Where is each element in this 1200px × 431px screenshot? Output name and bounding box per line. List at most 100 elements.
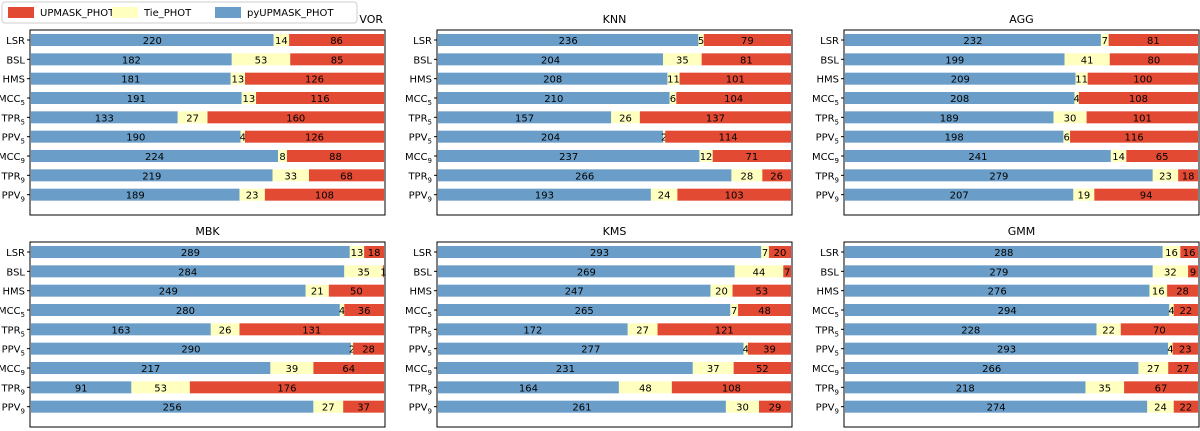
- data-label: 26: [770, 171, 783, 182]
- bar-segment-upmask-phot: [733, 362, 791, 374]
- data-label: 27: [322, 403, 335, 414]
- y-tick-label: PPV5: [409, 133, 432, 146]
- data-label: 231: [556, 364, 575, 375]
- y-tick-label: TPR5: [0, 113, 25, 126]
- bar-segment-pyupmask-phot: [31, 400, 314, 413]
- data-label: 190: [126, 133, 145, 144]
- y-tick-label: TPR9: [0, 171, 25, 184]
- y-tick-label: MCC9: [405, 364, 432, 377]
- data-label: 2: [349, 345, 355, 356]
- bar-segment-tie-phot: [1168, 342, 1173, 355]
- data-label: 133: [95, 113, 114, 124]
- data-label: 108: [1129, 94, 1148, 105]
- data-label: 81: [740, 55, 753, 66]
- data-label: 35: [357, 267, 370, 278]
- bar-segment-upmask-phot: [676, 92, 791, 104]
- data-label: 104: [724, 94, 743, 105]
- data-label: 131: [302, 325, 321, 336]
- legend-label: Tie_PHOT: [143, 8, 192, 19]
- bar-segment-tie-phot: [177, 111, 208, 124]
- data-label: 32: [1164, 267, 1177, 278]
- y-tick-label: LSR: [6, 36, 25, 47]
- bar-segment-tie-phot: [1063, 130, 1071, 143]
- data-label: 53: [255, 55, 268, 66]
- y-tick-label: TPR5: [407, 113, 432, 126]
- data-label: 284: [178, 267, 197, 278]
- data-label: 65: [1156, 152, 1169, 163]
- bar-segment-upmask-phot: [1168, 362, 1198, 374]
- bar-segment-tie-phot: [230, 72, 246, 85]
- bar-segment-pyupmask-phot: [438, 34, 699, 46]
- data-label: 208: [543, 75, 562, 86]
- data-label: 204: [541, 133, 560, 144]
- data-label: 176: [277, 383, 296, 394]
- data-label: 2: [661, 133, 667, 144]
- bar-segment-upmask-phot: [768, 246, 791, 258]
- data-label: 164: [519, 383, 538, 394]
- data-label: 293: [997, 345, 1016, 356]
- bar-segment-tie-phot: [305, 284, 329, 297]
- data-label: 5: [698, 36, 704, 47]
- data-label: 22: [1102, 325, 1115, 336]
- data-label: 228: [961, 325, 980, 336]
- bar-segment-upmask-phot: [701, 53, 791, 66]
- bar-segment-upmask-phot: [1120, 323, 1198, 336]
- y-tick-label: TPR9: [0, 383, 25, 396]
- y-tick-label: PPV5: [816, 345, 839, 358]
- bar-segment-pyupmask-phot: [31, 34, 274, 46]
- bar-segment-upmask-phot: [1167, 284, 1198, 297]
- data-label: 224: [145, 152, 164, 163]
- bar-segment-pyupmask-phot: [845, 265, 1153, 278]
- bar-segment-upmask-phot: [264, 188, 384, 201]
- data-label: 27: [1147, 364, 1160, 375]
- bar-segment-upmask-phot: [308, 169, 384, 182]
- bar-segment-upmask-phot: [313, 362, 384, 374]
- bar-segment-upmask-phot: [671, 381, 791, 394]
- data-label: 182: [122, 55, 141, 66]
- bar-segment-tie-phot: [734, 265, 784, 278]
- bar-segment-upmask-phot: [1109, 53, 1198, 66]
- bar-segment-pyupmask-phot: [438, 150, 700, 162]
- bar-segment-upmask-phot: [245, 130, 384, 143]
- legend-swatch: [112, 7, 138, 18]
- bar-segment-tie-phot: [730, 304, 739, 316]
- data-label: 114: [719, 133, 738, 144]
- data-label: 91: [75, 383, 88, 394]
- data-label: 16: [1165, 248, 1178, 259]
- y-tick-label: MCC9: [0, 364, 25, 377]
- data-label: 137: [706, 113, 725, 124]
- bar-segment-pyupmask-phot: [438, 246, 762, 258]
- data-label: 293: [590, 248, 609, 259]
- data-label: 68: [340, 171, 353, 182]
- chart-title: VOR: [359, 13, 383, 26]
- data-label: 289: [181, 248, 200, 259]
- bar-segment-tie-phot: [1075, 72, 1088, 85]
- y-tick-label: HMS: [817, 287, 840, 298]
- data-label: 274: [987, 403, 1006, 414]
- data-label: 67: [1155, 383, 1168, 394]
- data-label: 101: [1133, 113, 1152, 124]
- data-label: 70: [1153, 325, 1166, 336]
- bar-segment-upmask-phot: [1070, 130, 1198, 143]
- data-label: 6: [1064, 133, 1070, 144]
- bar-segment-tie-phot: [270, 362, 314, 374]
- y-tick-label: MCC5: [812, 306, 839, 319]
- bar-segment-pyupmask-phot: [845, 150, 1111, 162]
- data-label: 232: [963, 36, 982, 47]
- y-tick-label: TPR9: [814, 383, 839, 396]
- data-label: 126: [305, 133, 324, 144]
- y-tick-label: TPR5: [0, 325, 25, 338]
- bar-segment-pyupmask-phot: [845, 246, 1163, 258]
- data-label: 279: [989, 171, 1008, 182]
- data-label: 13: [243, 94, 256, 105]
- data-label: 116: [1124, 133, 1143, 144]
- y-tick-label: BSL: [820, 267, 839, 278]
- y-tick-label: MCC5: [0, 306, 25, 319]
- bar-segment-tie-phot: [1064, 53, 1110, 66]
- data-label: 108: [315, 191, 334, 202]
- data-label: 204: [541, 55, 560, 66]
- data-label: 18: [368, 248, 381, 259]
- bar-segment-tie-phot: [663, 53, 702, 66]
- y-tick-label: MCC9: [0, 152, 25, 165]
- data-label: 52: [756, 364, 769, 375]
